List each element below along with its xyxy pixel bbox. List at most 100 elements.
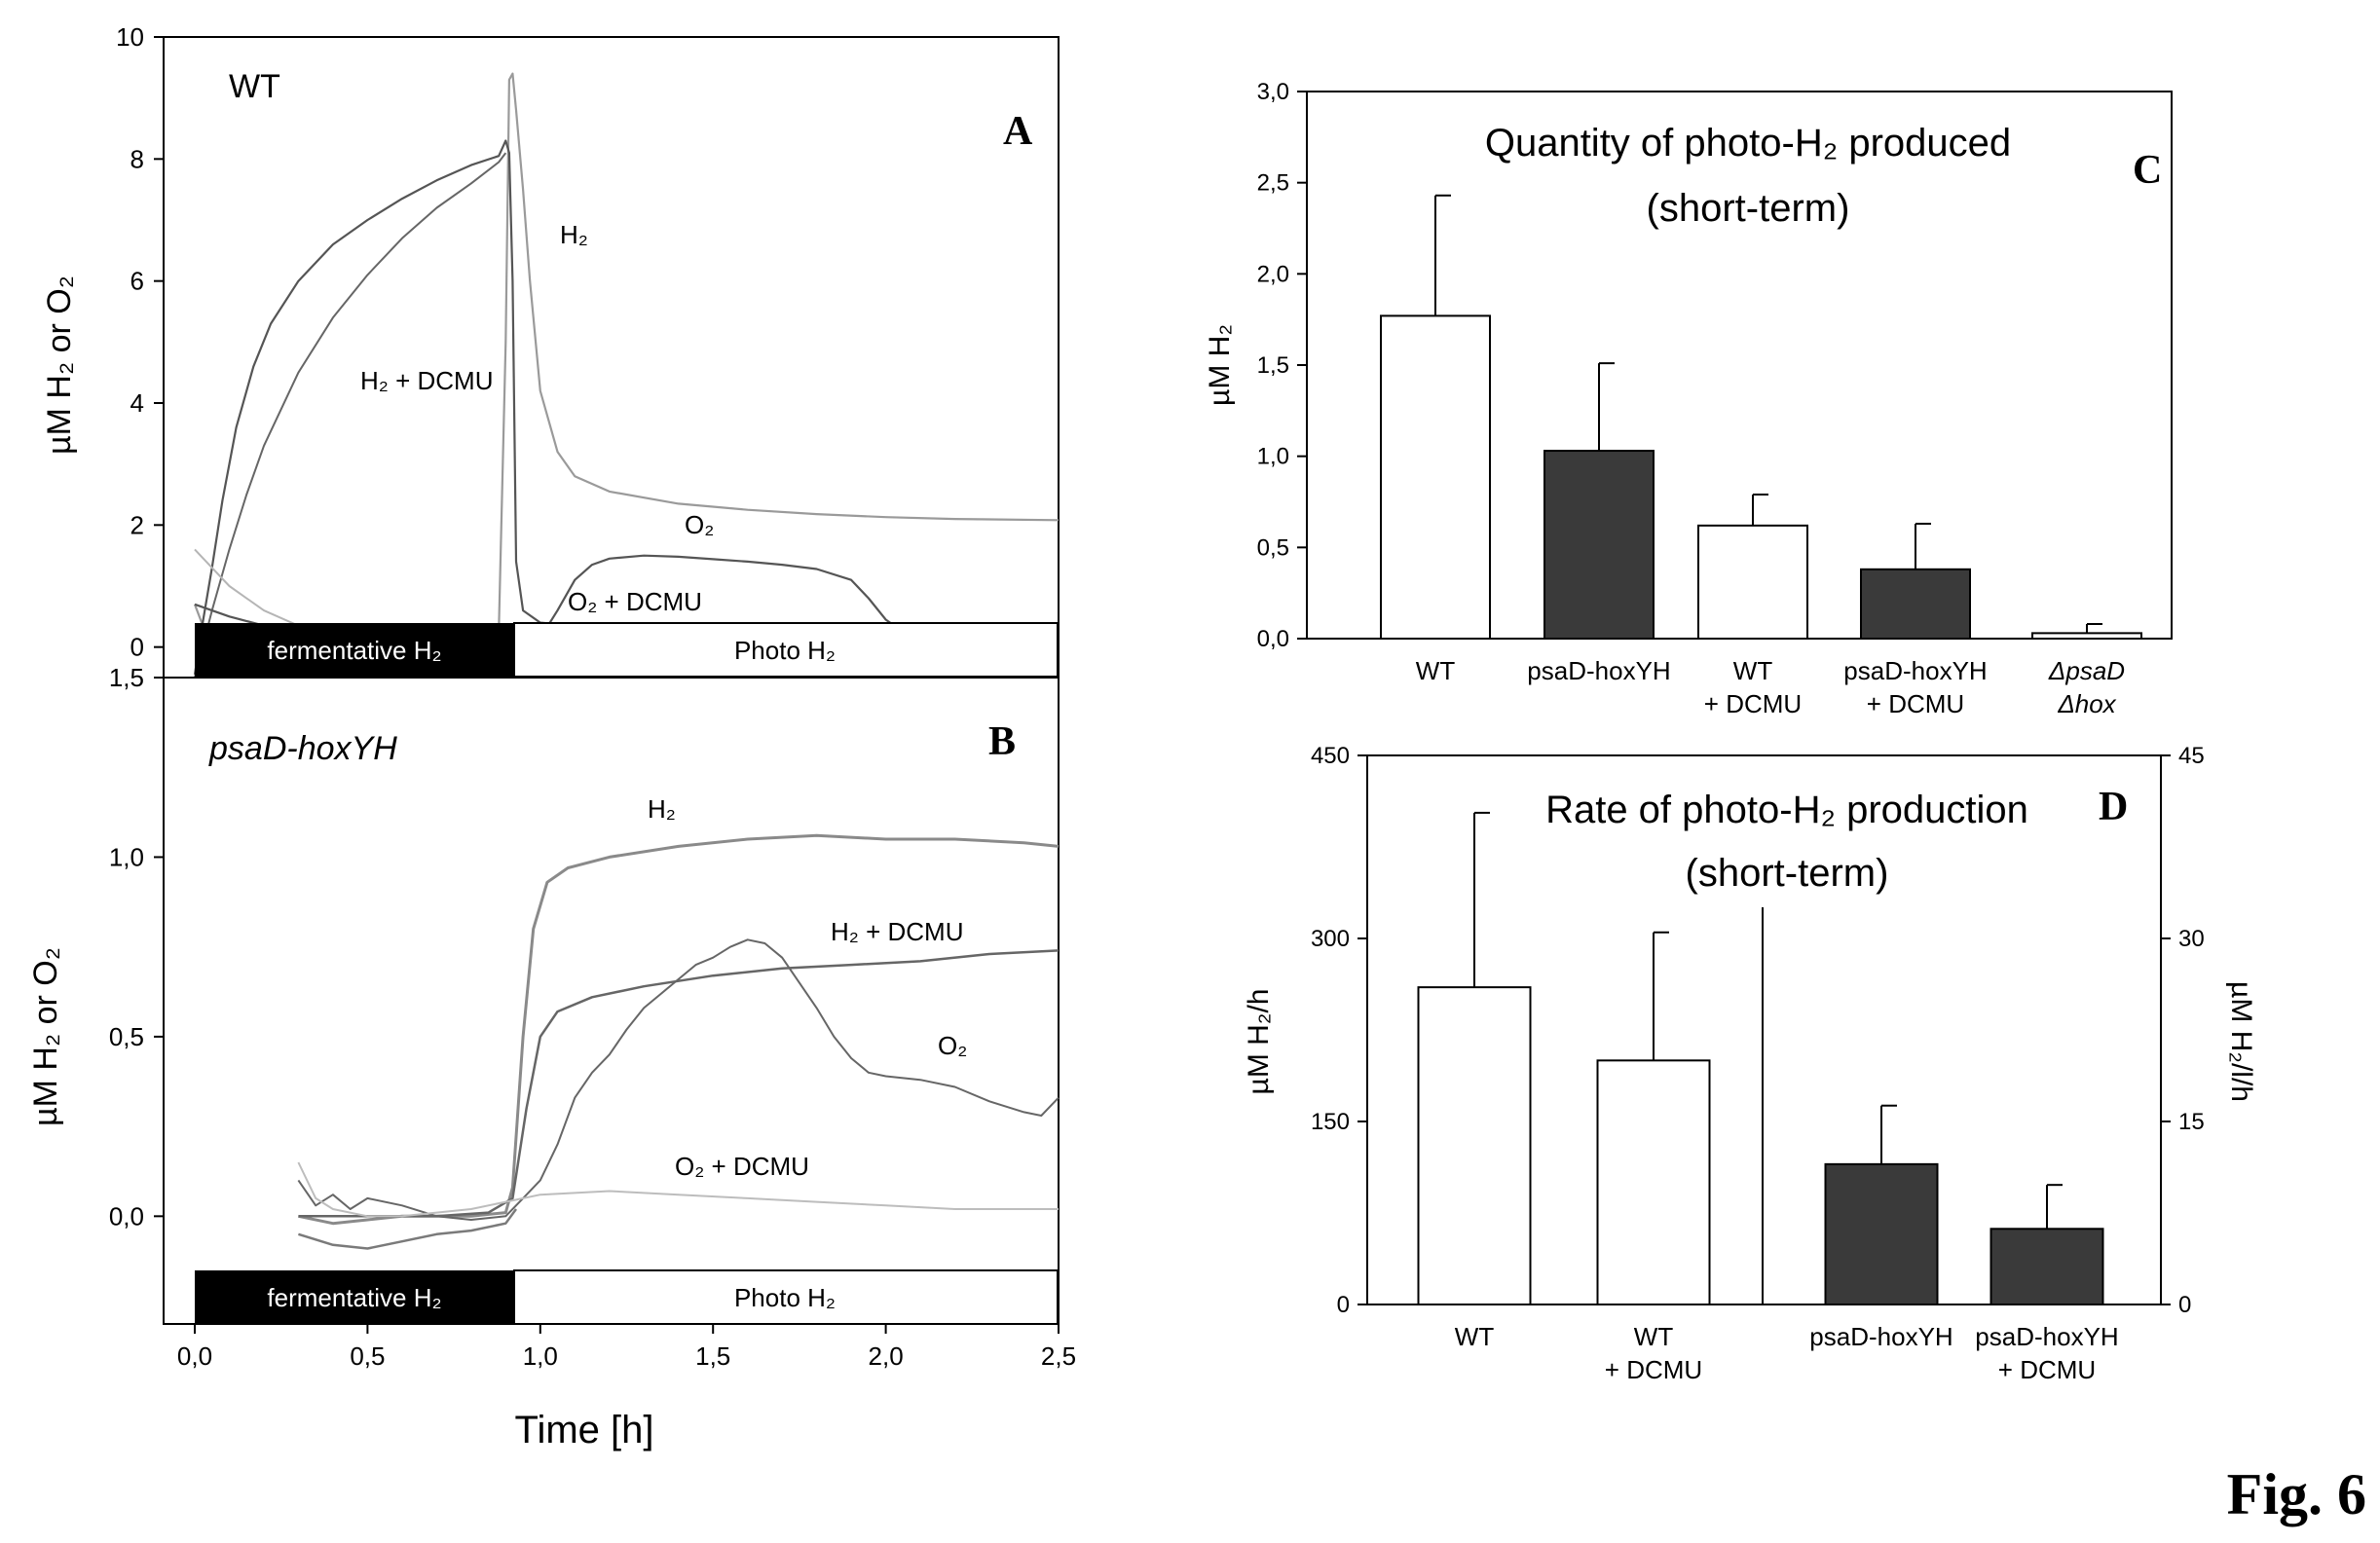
y-tick-label: 0,5 <box>1257 534 1289 561</box>
x-tick-label: 2,5 <box>1041 1341 1076 1371</box>
category-label: psaD-hoxYH <box>1527 656 1670 685</box>
category-label-line2: + DCMU <box>1998 1355 2096 1384</box>
y-tick-label: 0,5 <box>109 1022 144 1051</box>
y-tick-label: 2,5 <box>1257 170 1289 197</box>
y-tick-label: 2 <box>130 510 144 539</box>
panel-a-dark-period-bar <box>195 623 514 677</box>
panel-d-category-labels: WT WT + DCMU psaD-hoxYH psaD-hoxYH + DCMU <box>1455 1322 2119 1384</box>
y-tick-label: 1,5 <box>109 663 144 692</box>
y-tick-label: 10 <box>116 22 144 52</box>
category-label: WT <box>1733 656 1773 685</box>
panel-b-dark-period-bar <box>195 1270 514 1324</box>
panel-a-strain-label: WT <box>229 68 280 105</box>
panel-d-y-axis-label: µM H₂/h <box>1243 989 1275 1095</box>
panel-d-bars <box>1417 811 2104 1306</box>
panel-b-frame <box>163 677 1060 1325</box>
panel-a-letter: A <box>1003 109 1033 154</box>
panel-a-annotation-o2: O₂ <box>685 510 714 539</box>
panel-a-light-period-bar <box>513 622 1059 678</box>
x-tick-label: 1,5 <box>695 1341 730 1371</box>
series-line-1 <box>193 72 1060 640</box>
bar <box>1380 314 1491 640</box>
panel-c: 0,0 0,5 1,0 1,5 2,0 2,5 3,0 WT psaD-hoxYH WT + DC… <box>1204 79 2173 718</box>
x-tick-label: 1,0 <box>523 1341 558 1371</box>
y-tick-label: 0 <box>1337 1292 1350 1318</box>
y-tick-label: 300 <box>1311 926 1350 952</box>
bar <box>1990 1228 2104 1305</box>
y2-tick-label: 0 <box>2178 1292 2191 1318</box>
panel-c-letter: C <box>2133 148 2162 193</box>
panel-a-annotation-h2: H₂ <box>560 220 588 249</box>
y-tick-label: 3,0 <box>1257 79 1289 105</box>
y2-tick-label: 30 <box>2178 926 2205 952</box>
panel-b-series <box>297 833 1060 1250</box>
panel-b-annotation-h2-dcmu: H₂ + DCMU <box>831 917 964 946</box>
panel-b-light-period-bar <box>513 1269 1059 1325</box>
y-tick-label: 1,0 <box>1257 444 1289 470</box>
panel-b-y-axis-label: µM H₂ or O₂ <box>27 947 64 1126</box>
y-tick-label: 8 <box>130 144 144 173</box>
y-tick-label: 2,0 <box>1257 261 1289 287</box>
y-tick-label: 450 <box>1311 743 1350 769</box>
y-tick-label: 0,0 <box>109 1201 144 1231</box>
category-label: ΔpsaD <box>2048 656 2125 685</box>
panel-b: 0,0 0,5 1,0 1,5 0,0 0,5 1,0 1,5 2,0 2,5 fermenta… <box>27 663 1076 1451</box>
panel-b-annotation-o2: O₂ <box>938 1031 967 1060</box>
bar <box>1697 524 1808 640</box>
bar <box>1543 450 1655 640</box>
y2-tick-label: 45 <box>2178 743 2205 769</box>
panel-b-y-ticks: 0,0 0,5 1,0 1,5 <box>109 663 164 1231</box>
category-label-line2: Δhox <box>2057 689 2116 718</box>
panel-a-y-ticks: 0 2 4 6 8 10 <box>116 22 164 662</box>
panel-b-dark-bar-label: fermentative H₂ <box>267 1283 441 1312</box>
panel-b-x-ticks: 0,0 0,5 1,0 1,5 2,0 2,5 <box>177 1324 1076 1371</box>
panel-b-strain-label: psaD-hoxYH <box>208 730 397 767</box>
category-label: psaD-hoxYH <box>1975 1322 2118 1351</box>
bar <box>2031 632 2142 641</box>
bar <box>1417 986 1532 1306</box>
panel-c-subtitle: (short-term) <box>1647 187 1850 230</box>
category-label-line2: + DCMU <box>1867 689 1964 718</box>
panel-a-y-axis-label: µM H₂ or O₂ <box>41 276 78 455</box>
bar <box>1860 568 1971 641</box>
panel-a: 0 2 4 6 8 10 fermentative H₂ Photo H₂ WT A H₂… <box>41 22 1060 679</box>
panel-c-y-axis-label: µM H₂ <box>1204 324 1236 406</box>
y-tick-label: 0 <box>130 633 144 662</box>
panel-a-dark-bar-label: fermentative H₂ <box>267 636 441 665</box>
x-tick-label: 0,5 <box>350 1341 385 1371</box>
panel-d-letter: D <box>2099 785 2128 829</box>
x-tick-label: 0,0 <box>177 1341 212 1371</box>
panel-a-annotation-h2-dcmu: H₂ + DCMU <box>360 366 494 395</box>
x-tick-label: 2,0 <box>869 1341 904 1371</box>
panel-b-annotation-o2-dcmu: O₂ + DCMU <box>675 1152 809 1181</box>
category-label: WT <box>1416 656 1456 685</box>
y-tick-label: 6 <box>130 267 144 296</box>
category-label: WT <box>1455 1322 1495 1351</box>
y-tick-label: 0,0 <box>1257 626 1289 652</box>
figure-label: Fig. 6 <box>2227 1462 2366 1526</box>
panel-b-letter: B <box>988 719 1016 764</box>
series-line-4 <box>297 1161 1059 1218</box>
panel-a-frame <box>163 36 1060 679</box>
panel-b-light-bar-label: Photo H₂ <box>734 1283 836 1312</box>
series-line-3 <box>297 938 1060 1221</box>
panel-c-category-labels: WT psaD-hoxYH WT + DCMU psaD-hoxYH + DCMU Δpsa… <box>1416 656 2125 718</box>
y-tick-label: 150 <box>1311 1109 1350 1135</box>
bar <box>1824 1162 1939 1306</box>
panel-b-annotation-h2: H₂ <box>648 794 676 824</box>
series-line-2 <box>298 949 1060 1218</box>
category-label: WT <box>1634 1322 1674 1351</box>
panel-a-light-bar-label: Photo H₂ <box>734 636 836 665</box>
panel-c-y-ticks: 0,0 0,5 1,0 1,5 2,0 2,5 3,0 <box>1257 79 1307 652</box>
category-label-line2: + DCMU <box>1704 689 1802 718</box>
panel-d-y2-axis-label: µM H₂/l/h <box>2225 981 2257 1102</box>
y-tick-label: 4 <box>130 388 144 418</box>
category-label: psaD-hoxYH <box>1809 1322 1952 1351</box>
bar <box>1596 1059 1711 1306</box>
series-line-3 <box>194 152 507 679</box>
panel-c-title: Quantity of photo-H₂ produced <box>1485 122 2011 165</box>
panel-a-annotation-o2-dcmu: O₂ + DCMU <box>568 587 702 616</box>
series-line-5 <box>298 1208 518 1250</box>
y2-tick-label: 15 <box>2178 1109 2205 1135</box>
